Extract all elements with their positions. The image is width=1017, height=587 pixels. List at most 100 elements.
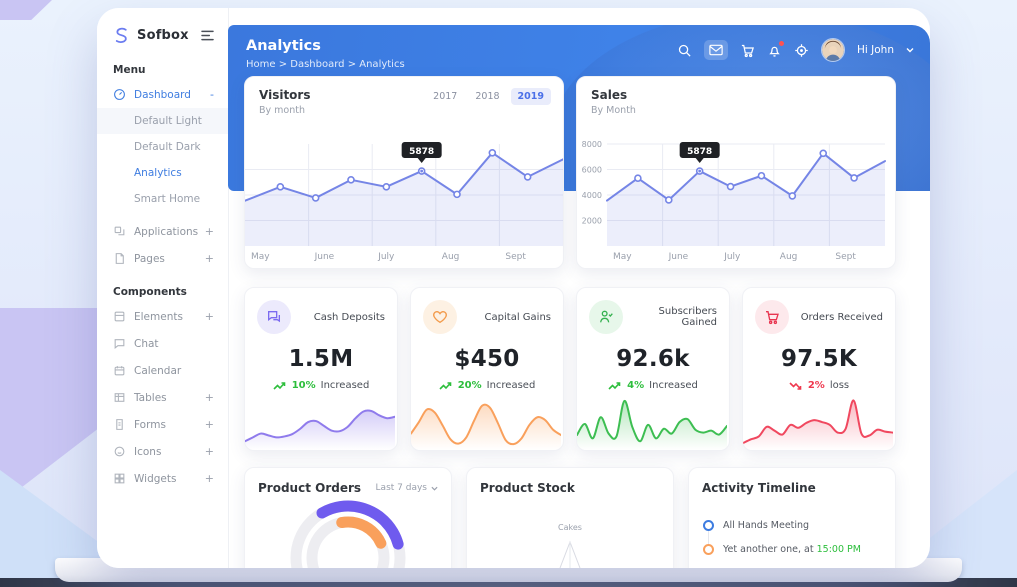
sidebar-section-menu: Menu bbox=[113, 64, 146, 76]
collapse-indicator: - bbox=[210, 88, 214, 101]
svg-text:July: July bbox=[723, 252, 741, 262]
svg-text:2000: 2000 bbox=[582, 217, 602, 226]
product-orders-title: Product Orders bbox=[258, 481, 362, 495]
menu-toggle-icon[interactable] bbox=[201, 30, 214, 41]
sidebar-item-analytics[interactable]: Analytics bbox=[134, 167, 182, 179]
stat-card-orders: Orders Received 97.5K 2% loss bbox=[742, 287, 896, 451]
mail-icon[interactable] bbox=[704, 40, 729, 60]
svg-text:4000: 4000 bbox=[582, 191, 602, 200]
app-window: Sofbox Menu Dashboard - Default Light De… bbox=[97, 8, 930, 568]
trend-up-icon bbox=[273, 381, 285, 390]
sidebar-item-widgets[interactable]: Widgets + bbox=[97, 465, 228, 492]
locate-icon[interactable] bbox=[794, 43, 809, 58]
svg-text:8000: 8000 bbox=[582, 140, 602, 149]
sales-subtitle: By Month bbox=[591, 105, 636, 116]
expand-indicator: + bbox=[204, 310, 214, 323]
sidebar-item-chat[interactable]: Chat bbox=[97, 330, 228, 357]
widgets-icon bbox=[113, 472, 126, 485]
activity-timeline-title: Activity Timeline bbox=[702, 481, 816, 495]
expand-indicator: + bbox=[204, 418, 214, 431]
stat-value: 92.6k bbox=[616, 346, 690, 372]
sidebar-item-calendar[interactable]: Calendar bbox=[97, 357, 228, 384]
year-tabs: 2017 2018 2019 bbox=[426, 88, 551, 105]
orders-sparkline bbox=[743, 399, 893, 450]
bell-icon[interactable] bbox=[767, 40, 785, 58]
desk-strip bbox=[0, 578, 1017, 587]
chevron-down-icon[interactable] bbox=[906, 46, 914, 54]
sidebar: Sofbox Menu Dashboard - Default Light De… bbox=[97, 8, 229, 568]
tab-2017[interactable]: 2017 bbox=[433, 91, 458, 102]
visitors-line-chart[interactable]: May June July Aug Sept 5878 bbox=[245, 128, 563, 264]
sidebar-item-elements[interactable]: Elements + bbox=[97, 303, 228, 330]
page-title: Analytics bbox=[246, 38, 321, 54]
svg-text:5878: 5878 bbox=[687, 147, 712, 157]
expand-indicator: + bbox=[204, 225, 214, 238]
cart-icon bbox=[755, 300, 789, 334]
stat-card-cash-deposits: Cash Deposits 1.5M 10% Increased bbox=[244, 287, 398, 451]
svg-text:July: July bbox=[377, 252, 395, 262]
visitors-card: Visitors By month 2017 2018 2019 May June… bbox=[244, 76, 564, 269]
svg-text:Aug: Aug bbox=[442, 252, 460, 262]
sidebar-item-default-light[interactable]: Default Light bbox=[97, 108, 228, 134]
icons-icon bbox=[113, 445, 126, 458]
sidebar-item-default-dark[interactable]: Default Dark bbox=[134, 141, 201, 153]
decor-shape bbox=[0, 0, 52, 20]
calendar-icon bbox=[113, 364, 126, 377]
svg-text:Aug: Aug bbox=[780, 252, 798, 262]
sidebar-item-applications[interactable]: Applications + bbox=[97, 218, 228, 245]
stat-trend: 10% Increased bbox=[245, 380, 397, 391]
sidebar-item-smart-home[interactable]: Smart Home bbox=[134, 193, 201, 205]
brand-name: Sofbox bbox=[137, 27, 189, 43]
heart-icon bbox=[423, 300, 457, 334]
svg-text:5878: 5878 bbox=[409, 147, 434, 157]
sofbox-logo-icon[interactable] bbox=[113, 26, 131, 44]
timeline-item: Yet another one, at 15:00 PM bbox=[703, 544, 861, 555]
user-icon bbox=[589, 300, 623, 334]
avatar[interactable] bbox=[821, 38, 846, 62]
cash-sparkline bbox=[245, 409, 395, 450]
svg-text:June: June bbox=[668, 252, 689, 262]
search-icon[interactable] bbox=[677, 43, 692, 58]
stat-card-subscribers: Subscribers Gained 92.6k 4% Increased bbox=[576, 287, 730, 451]
stat-value: 1.5M bbox=[288, 346, 354, 372]
subscribers-sparkline bbox=[577, 399, 727, 450]
user-menu[interactable]: Hi John bbox=[857, 44, 894, 56]
product-stock-card: Product Stock Cakes bbox=[466, 467, 674, 568]
stat-trend: 4% Increased bbox=[577, 380, 729, 391]
product-stock-title: Product Stock bbox=[480, 481, 575, 495]
forms-icon bbox=[113, 418, 126, 431]
cart-icon[interactable] bbox=[740, 43, 755, 58]
tab-2018[interactable]: 2018 bbox=[475, 91, 500, 102]
gains-sparkline bbox=[411, 403, 561, 450]
expand-indicator: + bbox=[204, 391, 214, 404]
dashboard-icon bbox=[113, 88, 126, 101]
sidebar-item-forms[interactable]: Forms + bbox=[97, 411, 228, 438]
visitors-title: Visitors bbox=[259, 88, 311, 102]
trend-up-icon bbox=[608, 381, 621, 390]
expand-indicator: + bbox=[204, 445, 214, 458]
svg-text:Cakes: Cakes bbox=[558, 523, 582, 532]
sales-line-chart[interactable]: 2000 4000 6000 8000 May June July Aug Sept 5878 bbox=[577, 128, 895, 264]
activity-timeline-card: Activity Timeline All Hands Meeting Yet … bbox=[688, 467, 896, 568]
sidebar-section-components: Components bbox=[113, 286, 187, 298]
range-dropdown[interactable]: Last 7 days bbox=[376, 483, 438, 493]
sidebar-item-tables[interactable]: Tables + bbox=[97, 384, 228, 411]
notification-dot bbox=[779, 40, 785, 46]
decor-shape bbox=[0, 308, 97, 504]
chat-icon bbox=[113, 337, 126, 350]
tables-icon bbox=[113, 391, 126, 404]
sidebar-item-icons[interactable]: Icons + bbox=[97, 438, 228, 465]
expand-indicator: + bbox=[204, 252, 214, 265]
svg-text:Sept: Sept bbox=[835, 252, 856, 262]
sidebar-item-pages[interactable]: Pages + bbox=[97, 245, 228, 272]
pages-icon bbox=[113, 252, 126, 265]
stat-card-capital-gains: Capital Gains $450 20% Increased bbox=[410, 287, 564, 451]
product-stock-radar-chart: Cakes bbox=[558, 523, 582, 568]
sales-title: Sales bbox=[591, 88, 628, 102]
tab-2019[interactable]: 2019 bbox=[510, 88, 551, 105]
elements-icon bbox=[113, 310, 126, 323]
chevron-down-icon bbox=[431, 486, 438, 491]
sidebar-item-dashboard[interactable]: Dashboard - bbox=[97, 81, 228, 108]
trend-up-icon bbox=[439, 381, 451, 390]
